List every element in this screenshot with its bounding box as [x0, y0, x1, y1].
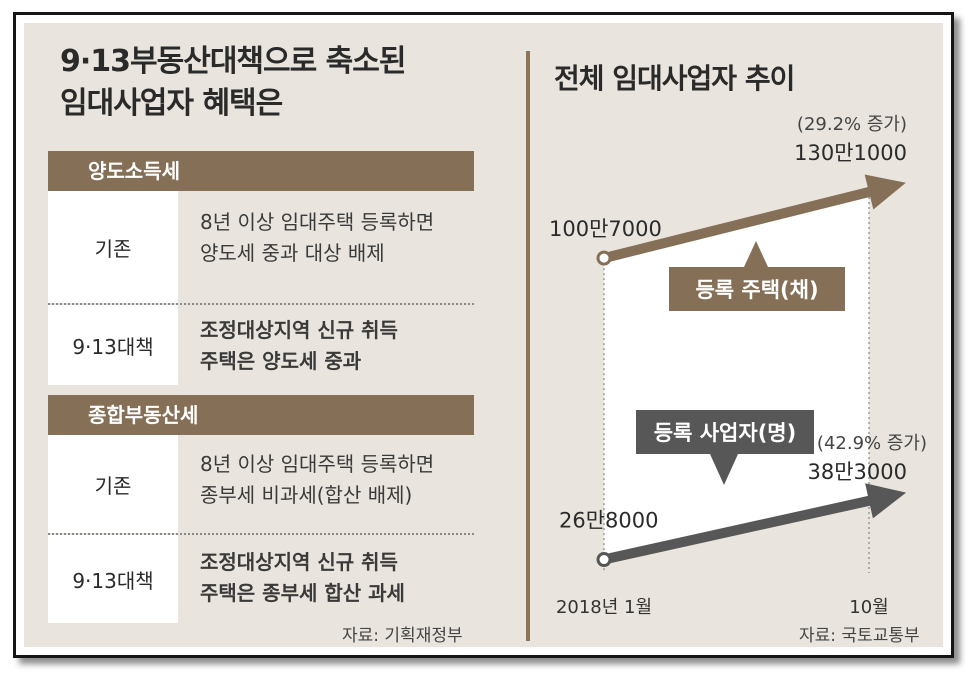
legend-label: 등록 주택(채): [695, 278, 818, 302]
row-text: 조정대상지역 신규 취득 주택은 양도세 중과: [200, 315, 398, 377]
x-tick-label: 2018년 1월: [556, 597, 652, 618]
row-label: 기존: [48, 191, 178, 303]
line-chart: 100만7000 130만1000 (29.2% 증가) 26만8000 38만3000…: [549, 114, 927, 618]
data-label: 26만8000: [559, 509, 659, 533]
left-title: 9·13부동산대책으로 축소된 임대사업자 혜택은: [60, 41, 406, 125]
row-text: 조정대상지역 신규 취득 주택은 종부세 합산 과세: [200, 547, 405, 609]
row-text-line: 조정대상지역 신규 취득: [200, 318, 398, 342]
section-header-comprehensive-tax: 종합부동산세: [48, 395, 474, 435]
series-callout-box: [636, 410, 814, 454]
series-arrowhead-0: [864, 174, 906, 210]
row-text-line: 8년 이상 임대주택 등록하면: [200, 210, 435, 234]
left-title-line1: 9·13부동산대책으로 축소된: [60, 44, 406, 79]
row-text-line: 종부세 비과세(합산 배제): [200, 483, 413, 507]
table-row: 기존 8년 이상 임대주택 등록하면 종부세 비과세(합산 배제): [48, 435, 474, 533]
infographic-panel: 9·13부동산대책으로 축소된 임대사업자 혜택은 양도소득세 기존 8년 이상…: [24, 23, 943, 647]
right-source: 자료: 국토교통부: [799, 626, 920, 646]
infographic-frame: 9·13부동산대책으로 축소된 임대사업자 혜택은 양도소득세 기존 8년 이상…: [13, 12, 954, 658]
row-divider: [48, 303, 474, 305]
row-label: 9·13대책: [48, 305, 178, 385]
series-callout-pointer: [744, 241, 768, 267]
column-divider: [526, 51, 530, 641]
row-text: 8년 이상 임대주택 등록하면 양도세 중과 대상 배제: [200, 207, 434, 269]
table-row: 기존 8년 이상 임대주택 등록하면 양도세 중과 대상 배제: [48, 191, 474, 303]
left-source: 자료: 기획재정부: [342, 626, 463, 646]
chart-title: 전체 임대사업자 추이: [554, 62, 795, 95]
x-tick-label: 10월: [849, 597, 888, 618]
row-text: 8년 이상 임대주택 등록하면 종부세 비과세(합산 배제): [200, 449, 434, 511]
data-label: 100만7000: [549, 217, 662, 241]
section-header-capital-gains: 양도소득세: [48, 151, 474, 191]
change-label: (29.2% 증가): [797, 114, 907, 135]
table-row: 9·13대책 조정대상지역 신규 취득 주택은 양도세 중과: [48, 305, 474, 385]
row-text-line: 주택은 양도세 중과: [200, 349, 362, 373]
row-text-line: 조정대상지역 신규 취득: [200, 550, 398, 574]
row-text-line: 8년 이상 임대주택 등록하면: [200, 452, 435, 476]
change-label: (42.9% 증가): [817, 433, 927, 454]
data-label: 38만3000: [808, 460, 908, 484]
series-callout-pointer: [710, 454, 738, 485]
table-row: 9·13대책 조정대상지역 신규 취득 주택은 종부세 합산 과세: [48, 535, 474, 623]
series-line-1: [602, 494, 879, 565]
series-start-point-1: [596, 552, 612, 568]
series-callout-box: [669, 267, 845, 311]
legend-label: 등록 사업자(명): [654, 421, 796, 445]
row-text-line: 양도세 중과 대상 배제: [200, 241, 385, 265]
row-label: 9·13대책: [48, 535, 178, 623]
row-divider: [48, 533, 474, 535]
row-text-line: 주택은 종부세 합산 과세: [200, 581, 405, 605]
series-arrowhead-1: [865, 483, 907, 519]
left-title-line2: 임대사업자 혜택은: [60, 86, 283, 121]
data-label: 130만1000: [794, 141, 907, 165]
row-label: 기존: [48, 435, 178, 533]
series-line-0: [602, 185, 879, 263]
series-start-point-0: [596, 250, 612, 266]
